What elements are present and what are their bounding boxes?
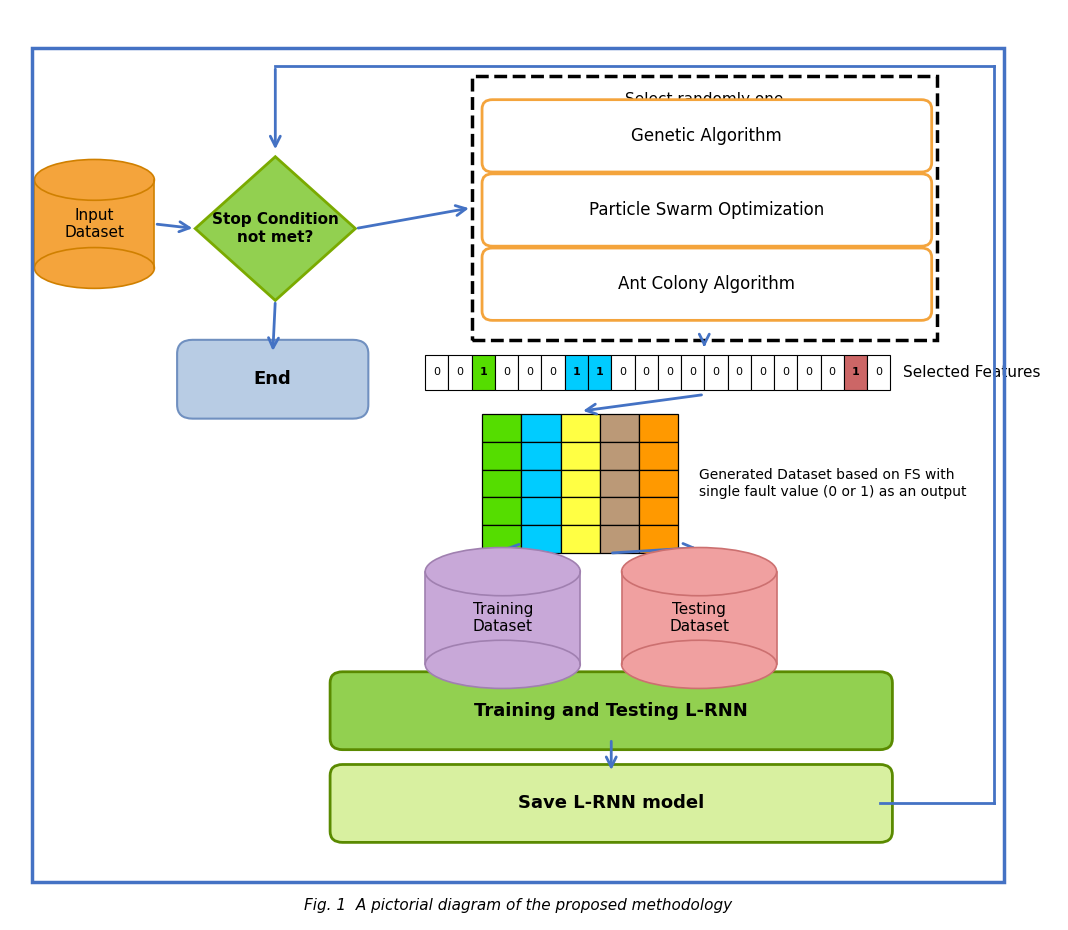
Bar [541,354,565,390]
Bar [639,498,678,525]
Bar [867,354,891,390]
Bar [521,470,561,498]
Ellipse shape [622,548,776,596]
Bar [588,354,611,390]
FancyBboxPatch shape [482,248,931,320]
Text: Testing
Dataset: Testing Dataset [670,602,729,634]
FancyBboxPatch shape [482,174,931,246]
Text: Particle Swarm Optimization: Particle Swarm Optimization [590,201,824,219]
Text: 1: 1 [596,367,603,378]
Text: Training and Testing L-RNN: Training and Testing L-RNN [474,702,748,720]
Bar [774,354,798,390]
Text: Genetic Algorithm: Genetic Algorithm [631,126,782,145]
Text: Save L-RNN model: Save L-RNN model [518,794,705,813]
Bar [561,470,600,498]
Bar [561,498,600,525]
Bar [600,442,639,470]
Text: End: End [254,370,292,388]
Text: 0: 0 [550,367,556,378]
Text: Input
Dataset: Input Dataset [64,207,124,240]
Text: Ant Colony Algorithm: Ant Colony Algorithm [618,275,796,293]
Ellipse shape [425,548,580,596]
Text: 0: 0 [457,367,464,378]
Text: Selected Features: Selected Features [902,365,1040,379]
Text: 0: 0 [619,367,626,378]
Bar [521,414,561,442]
Text: 0: 0 [689,367,696,378]
Ellipse shape [34,159,155,200]
Bar [639,414,678,442]
Bar [449,354,472,390]
Bar [518,354,541,390]
Bar [482,525,521,553]
Bar [600,414,639,442]
Ellipse shape [34,247,155,288]
Text: Select randomly one
Feature Selection algorithm: Select randomly one Feature Selection al… [598,92,811,125]
Bar [820,354,844,390]
Bar [704,354,727,390]
FancyBboxPatch shape [330,671,893,750]
Bar [34,179,155,268]
Bar [798,354,820,390]
Bar [681,354,704,390]
FancyBboxPatch shape [482,100,931,172]
Bar [521,498,561,525]
Bar [425,572,580,664]
Polygon shape [195,156,356,300]
Text: 0: 0 [736,367,742,378]
Text: 0: 0 [643,367,649,378]
Text: Fig. 1  A pictorial diagram of the proposed methodology: Fig. 1 A pictorial diagram of the propos… [304,898,733,913]
Text: 0: 0 [875,367,882,378]
Bar [727,354,751,390]
FancyBboxPatch shape [177,339,368,418]
Ellipse shape [622,640,776,688]
Bar [482,470,521,498]
FancyBboxPatch shape [472,75,937,339]
Bar [639,525,678,553]
Text: 0: 0 [712,367,720,378]
Bar [561,414,600,442]
Bar [600,470,639,498]
Text: 0: 0 [503,367,511,378]
Bar [482,442,521,470]
Text: Training
Dataset: Training Dataset [472,602,533,634]
Text: 0: 0 [434,367,440,378]
Text: Stop Condition
not met?: Stop Condition not met? [211,212,339,245]
Text: Generated Dataset based on FS with
single fault value (0 or 1) as an output: Generated Dataset based on FS with singl… [700,469,967,498]
Bar [472,354,494,390]
Bar [494,354,518,390]
FancyBboxPatch shape [330,764,893,843]
Bar [565,354,588,390]
Bar [482,414,521,442]
Text: 1: 1 [480,367,487,378]
Text: 0: 0 [782,367,789,378]
Bar [600,498,639,525]
Text: 0: 0 [829,367,835,378]
Bar [521,525,561,553]
Bar [622,572,776,664]
Bar [639,442,678,470]
Ellipse shape [425,640,580,688]
Bar [634,354,658,390]
Bar [600,525,639,553]
Bar [844,354,867,390]
Bar [611,354,634,390]
Bar [521,442,561,470]
Bar [561,525,600,553]
Bar [482,498,521,525]
Bar [561,442,600,470]
Text: 0: 0 [665,367,673,378]
Bar [425,354,449,390]
Text: 0: 0 [527,367,533,378]
Bar [639,470,678,498]
Bar [751,354,774,390]
Text: 1: 1 [572,367,580,378]
Text: 0: 0 [805,367,813,378]
Text: 1: 1 [851,367,860,378]
Text: 0: 0 [759,367,766,378]
Bar [658,354,681,390]
